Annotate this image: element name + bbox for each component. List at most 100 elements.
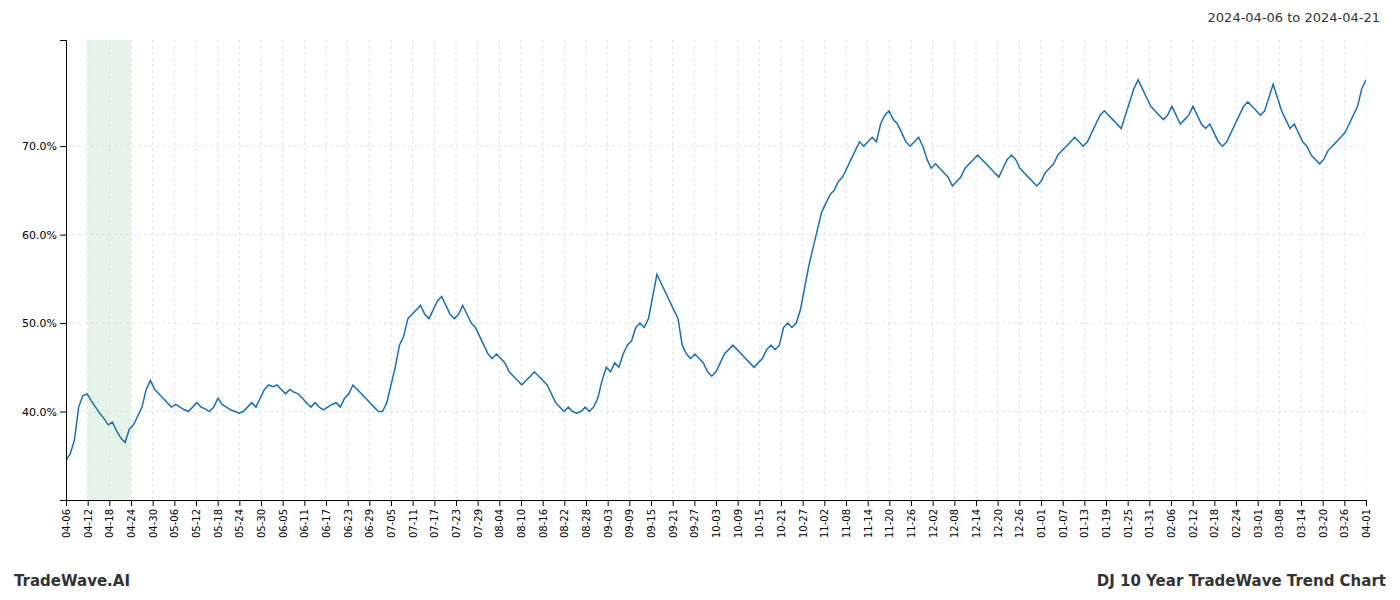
x-tick-mark — [781, 500, 782, 506]
x-tick-mark — [304, 500, 305, 506]
highlight-span — [88, 40, 131, 500]
x-tick-label: 10-27 — [798, 509, 809, 538]
x-tick-mark — [218, 500, 219, 506]
x-tick-mark — [174, 500, 175, 506]
grid-line-x — [976, 40, 977, 500]
x-tick: 01-07 — [1058, 500, 1069, 538]
x-tick-label: 12-26 — [1014, 509, 1025, 538]
x-tick-mark — [933, 500, 934, 506]
x-tick-label: 06-11 — [299, 509, 310, 538]
x-tick-label: 07-11 — [408, 509, 419, 538]
x-tick: 07-29 — [473, 500, 484, 538]
x-tick: 03-08 — [1274, 500, 1285, 538]
x-tick-mark — [109, 500, 110, 506]
x-tick-label: 11-20 — [884, 509, 895, 538]
y-tick-mark — [60, 235, 66, 236]
x-tick-label: 06-29 — [364, 509, 375, 538]
grid-line-y — [66, 146, 1366, 147]
grid-line-x — [802, 40, 803, 500]
x-tick: 10-21 — [776, 500, 787, 538]
x-tick-label: 10-09 — [733, 509, 744, 538]
subtitle: 2024-04-06 to 2024-04-21 — [1208, 10, 1380, 25]
x-tick-mark — [694, 500, 695, 506]
x-tick: 04-30 — [148, 500, 159, 538]
x-tick-label: 12-20 — [993, 509, 1004, 538]
x-tick: 08-28 — [581, 500, 592, 538]
grid-line-x — [304, 40, 305, 500]
x-tick-label: 11-08 — [841, 509, 852, 538]
y-tick-mark — [60, 146, 66, 147]
grid-line-x — [932, 40, 933, 500]
y-tick: 70.0% — [22, 140, 66, 153]
x-tick-mark — [954, 500, 955, 506]
x-tick: 05-18 — [213, 500, 224, 538]
x-tick: 03-20 — [1318, 500, 1329, 538]
x-tick-label: 06-23 — [343, 509, 354, 538]
x-tick-label: 06-05 — [278, 509, 289, 538]
x-tick-label: 08-16 — [538, 509, 549, 538]
title: DJ 10 Year TradeWave Trend Chart — [1097, 572, 1386, 590]
x-tick: 07-05 — [386, 500, 397, 538]
x-tick-label: 04-01 — [1361, 509, 1372, 538]
grid-line-x — [1279, 40, 1280, 500]
grid-line-x — [824, 40, 825, 500]
x-tick-label: 03-08 — [1274, 509, 1285, 538]
grid-line-y — [66, 411, 1366, 412]
x-tick-label: 06-17 — [321, 509, 332, 538]
y-tick-label: 60.0% — [22, 229, 57, 242]
x-tick-mark — [1063, 500, 1064, 506]
x-tick-label: 12-08 — [949, 509, 960, 538]
y-tick: 40.0% — [22, 406, 66, 419]
x-tick-mark — [998, 500, 999, 506]
grid-line-x — [586, 40, 587, 500]
x-tick: 07-11 — [408, 500, 419, 538]
grid-line-x — [1214, 40, 1215, 500]
x-tick: 10-03 — [711, 500, 722, 538]
x-tick: 05-12 — [191, 500, 202, 538]
grid-line-x — [1019, 40, 1020, 500]
x-tick-label: 08-04 — [494, 509, 505, 538]
x-tick-label: 03-14 — [1296, 509, 1307, 538]
grid-line-x — [282, 40, 283, 500]
x-tick: 01-19 — [1101, 500, 1112, 538]
y-tick: 60.0% — [22, 229, 66, 242]
x-tick-mark — [824, 500, 825, 506]
x-tick: 04-06 — [61, 500, 72, 538]
y-tick-label: 70.0% — [22, 140, 57, 153]
x-tick-mark — [803, 500, 804, 506]
x-tick-mark — [283, 500, 284, 506]
x-tick: 09-03 — [603, 500, 614, 538]
x-tick-mark — [261, 500, 262, 506]
x-tick: 08-16 — [538, 500, 549, 538]
x-tick-label: 10-03 — [711, 509, 722, 538]
x-tick: 07-23 — [451, 500, 462, 538]
grid-line-x — [109, 40, 110, 500]
x-tick-mark — [369, 500, 370, 506]
x-tick: 11-02 — [819, 500, 830, 538]
x-tick-label: 01-13 — [1079, 509, 1090, 538]
x-axis: 04-0604-1204-1804-2404-3005-0605-1205-18… — [61, 500, 1372, 538]
grid-line-x — [997, 40, 998, 500]
x-tick: 12-02 — [928, 500, 939, 538]
x-tick: 08-04 — [494, 500, 505, 538]
grid-line-x — [1062, 40, 1063, 500]
x-tick-mark — [564, 500, 565, 506]
x-tick-mark — [543, 500, 544, 506]
x-tick-mark — [391, 500, 392, 506]
grid-line-x — [261, 40, 262, 500]
grid-line-x — [131, 40, 132, 500]
grid-line-x — [87, 40, 88, 500]
grid-line-x — [369, 40, 370, 500]
x-tick: 06-17 — [321, 500, 332, 538]
x-tick-label: 01-25 — [1123, 509, 1134, 538]
x-tick-mark — [1193, 500, 1194, 506]
x-tick-label: 08-10 — [516, 509, 527, 538]
x-tick-label: 09-03 — [603, 509, 614, 538]
x-tick-mark — [196, 500, 197, 506]
y-tick-label: 40.0% — [22, 406, 57, 419]
x-tick-mark — [326, 500, 327, 506]
x-tick: 08-10 — [516, 500, 527, 538]
grid-line-x — [434, 40, 435, 500]
x-tick-label: 01-19 — [1101, 509, 1112, 538]
x-tick-mark — [1301, 500, 1302, 506]
